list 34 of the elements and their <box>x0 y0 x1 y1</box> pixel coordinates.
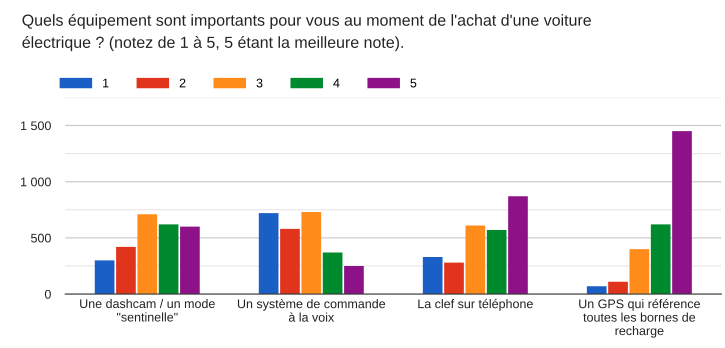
x-tick-label: Un GPS qui référence toutes les bornes de recharge <box>579 298 700 338</box>
bar <box>486 230 506 294</box>
legend-label: 5 <box>410 78 416 88</box>
bar <box>586 286 607 294</box>
bar <box>672 131 692 294</box>
bar <box>465 226 486 294</box>
bar <box>158 224 178 294</box>
bar <box>280 228 300 294</box>
bar <box>608 282 628 294</box>
bar <box>444 262 464 294</box>
bar <box>116 246 136 294</box>
y-tick-label: 0 <box>44 290 51 299</box>
bar <box>422 256 443 294</box>
bar <box>137 214 158 294</box>
legend-label: 4 <box>333 78 340 88</box>
bar <box>630 249 650 294</box>
bar <box>180 226 200 294</box>
bar <box>94 260 114 294</box>
x-tick-label: Une dashcam / un mode "sentinelle" <box>80 298 215 322</box>
bar <box>344 266 364 294</box>
y-tick-label: 1 500 <box>21 121 51 130</box>
x-tick-label: Un système de commande à la voix <box>238 298 386 322</box>
bar <box>650 224 671 294</box>
y-tick-label: 1 000 <box>21 178 51 186</box>
bar <box>508 196 528 294</box>
x-tick-label: La clef sur téléphone <box>418 298 533 311</box>
bar <box>258 213 278 294</box>
chart-title: Quels équipement sont importants pour vous au moment de l'achat d'une voiture électrique ? (notez de 1 à 5, 5 étant la meilleure note). <box>22 14 591 52</box>
legend-label: 2 <box>180 78 186 88</box>
bar <box>322 252 342 294</box>
bar <box>301 212 322 294</box>
legend-label: 1 <box>103 78 108 88</box>
y-tick-label: 500 <box>31 234 51 243</box>
legend-label: 3 <box>256 78 262 88</box>
